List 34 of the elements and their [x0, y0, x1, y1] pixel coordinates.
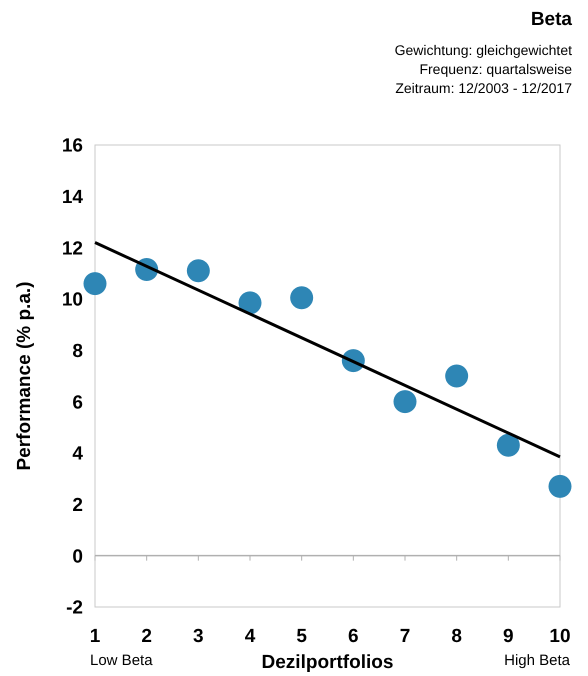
y-tick-label: -2	[66, 598, 83, 619]
x-tick-label: 1	[90, 626, 101, 647]
y-axis-title: Performance (% p.a.)	[14, 282, 35, 470]
x-tick-label: 2	[141, 626, 152, 647]
x-tick-label: 10	[549, 626, 571, 647]
y-tick-label: 6	[72, 392, 83, 414]
x-tick-label: 4	[244, 626, 256, 647]
x-tick-label: 5	[296, 626, 308, 647]
y-tick-label: 16	[62, 136, 83, 157]
point	[290, 286, 314, 310]
x-tick-label: 6	[348, 626, 359, 647]
point	[445, 364, 468, 388]
point	[394, 390, 416, 414]
y-tick-label: 10	[62, 290, 83, 311]
x-axis-title: Dezilportfolios	[262, 652, 394, 673]
y-tick-label: 4	[72, 444, 84, 465]
point	[186, 259, 210, 282]
y-tick-label: 0	[72, 546, 83, 568]
point	[238, 291, 262, 314]
text: High Beta	[504, 652, 571, 669]
x-tick-label: 8	[451, 626, 462, 647]
y-tick-label: 14	[62, 186, 84, 208]
x-tick-label: 7	[400, 626, 410, 647]
y-tick-label: 8	[72, 340, 83, 362]
text: Low Beta	[90, 652, 154, 669]
x-tick-label: 3	[193, 626, 204, 647]
chart-subtitle: Gewichtung: gleichgewichtet Frequenz: quartalsweise Zeitraum: 12/2003 - 12/2017	[394, 42, 572, 96]
point	[548, 474, 572, 498]
y-tick-label: 2	[72, 494, 83, 516]
point	[496, 434, 520, 457]
x-tick-label: 9	[503, 626, 514, 647]
point	[84, 272, 106, 296]
chart-title: Beta	[530, 9, 572, 30]
y-tick-label: 12	[62, 238, 83, 260]
